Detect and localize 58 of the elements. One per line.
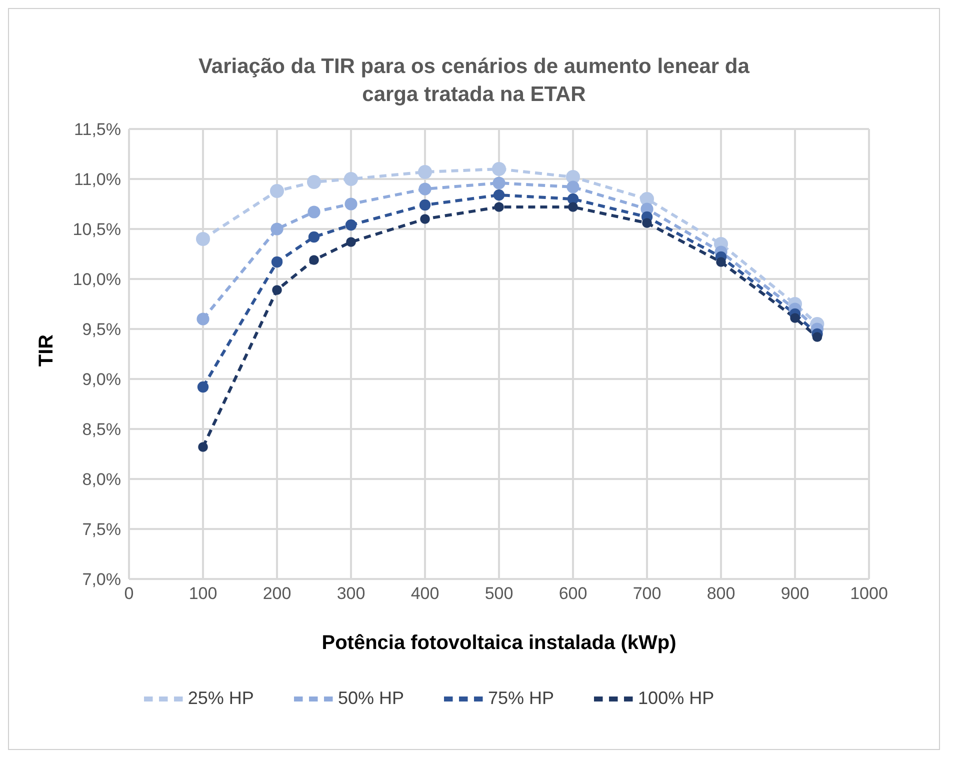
y-tick-label: 11,5% (74, 120, 121, 140)
point (493, 189, 505, 201)
point (419, 199, 431, 211)
point (346, 237, 356, 247)
chart-title: Variação da TIR para os cenários de aumento lenear da carga tratada na ETAR (198, 54, 750, 108)
point (272, 285, 282, 295)
point (345, 219, 357, 231)
y-tick-label: 9,5% (82, 320, 121, 340)
y-tick-label: 7,5% (82, 520, 121, 540)
point (198, 442, 208, 452)
x-tick-label: 400 (410, 584, 440, 604)
x-axis-title: Potência fotovoltaica instalada (kWp) (322, 632, 676, 654)
point (308, 206, 320, 218)
point (492, 162, 506, 176)
y-tick-label: 8,0% (82, 470, 121, 490)
x-tick-label: 1000 (850, 584, 888, 604)
y-tick-label: 7,0% (82, 570, 121, 590)
y-tick-label: 11,0% (74, 170, 121, 190)
x-tick-label: 200 (262, 584, 292, 604)
point (197, 381, 209, 393)
point (790, 313, 800, 323)
point (568, 202, 578, 212)
point (566, 180, 580, 194)
y-tick-label: 10,0% (72, 270, 121, 290)
x-tick-label: 0 (124, 584, 134, 604)
x-tick-label: 900 (780, 584, 810, 604)
y-axis-title: TIR (36, 334, 59, 367)
x-tick-label: 100 (188, 584, 218, 604)
x-tick-label: 600 (558, 584, 588, 604)
point (344, 172, 358, 186)
point (270, 184, 284, 198)
legend-label: 100% HP (638, 688, 714, 708)
y-tick-label: 8,5% (82, 420, 121, 440)
y-tick-label: 10,5% (72, 220, 121, 240)
point (494, 202, 504, 212)
y-tick-label: 9,0% (82, 370, 121, 390)
point (492, 176, 506, 190)
point (309, 255, 319, 265)
legend-label: 75% HP (488, 688, 554, 708)
point (418, 165, 432, 179)
point (271, 256, 283, 268)
x-tick-label: 700 (632, 584, 662, 604)
point (418, 182, 432, 196)
point (196, 312, 210, 326)
point (420, 214, 430, 224)
point (308, 231, 320, 243)
point (196, 232, 210, 246)
point (812, 332, 822, 342)
point (716, 257, 726, 267)
x-tick-label: 300 (336, 584, 366, 604)
point (344, 198, 358, 210)
legend-label: 25% HP (188, 688, 254, 708)
x-tick-label: 800 (706, 584, 736, 604)
point (270, 222, 284, 236)
x-tick-label: 500 (484, 584, 514, 604)
legend-label: 50% HP (338, 688, 404, 708)
point (307, 175, 321, 189)
point (642, 218, 652, 228)
